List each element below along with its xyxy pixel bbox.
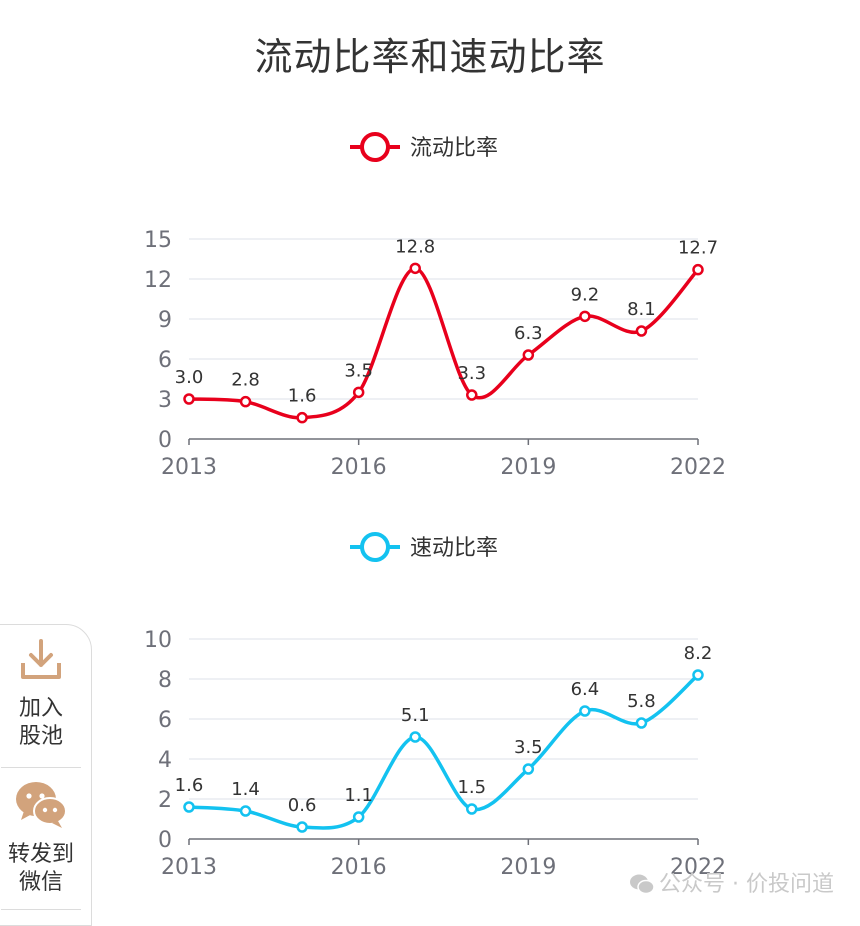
data-label: 0.6 — [288, 795, 317, 816]
data-point — [352, 386, 365, 399]
data-label: 1.6 — [175, 775, 204, 796]
data-label: 1.1 — [344, 785, 373, 806]
data-point — [409, 731, 421, 743]
data-point — [635, 325, 648, 337]
x-tick-label: 2022 — [670, 855, 726, 880]
data-label: 12.7 — [678, 238, 718, 259]
data-label: 3.0 — [175, 367, 204, 388]
data-point — [183, 393, 195, 405]
chart-title: 流动比率和速动比率 — [254, 35, 606, 79]
data-point — [239, 805, 252, 817]
y-tick-label: 6 — [158, 708, 172, 733]
wechat-watermark-icon — [630, 874, 655, 895]
data-label: 5.8 — [627, 691, 656, 712]
data-point — [522, 349, 535, 361]
y-tick-label: 0 — [158, 428, 172, 453]
share-label-2: 微信 — [18, 870, 63, 895]
data-point — [352, 811, 365, 823]
x-tick-label: 2013 — [161, 855, 217, 880]
data-label: 2.8 — [231, 370, 260, 391]
data-point — [239, 395, 252, 408]
y-tick-label: 2 — [158, 788, 172, 813]
data-point — [466, 803, 478, 815]
sidebar-divider — [1, 767, 81, 768]
y-tick-label: 6 — [158, 348, 172, 373]
data-point — [296, 411, 308, 424]
watermark: 公众号 · 价投问道 — [629, 866, 834, 898]
x-tick-label: 2022 — [670, 455, 726, 480]
data-point — [692, 263, 704, 276]
data-label: 1.6 — [288, 386, 317, 407]
sidebar-divider — [1, 909, 81, 910]
x-tick-label: 2019 — [500, 455, 556, 480]
data-label: 1.5 — [457, 777, 486, 798]
data-label: 9.2 — [571, 284, 600, 305]
data-point — [183, 801, 195, 813]
y-tick-label: 8 — [158, 668, 172, 693]
x-tick-label: 2016 — [331, 455, 387, 480]
x-tick-label: 2019 — [500, 855, 556, 880]
data-point — [692, 669, 704, 681]
y-tick-label: 9 — [158, 308, 172, 333]
add-pool-label-2: 股池 — [18, 724, 63, 749]
data-label: 5.1 — [401, 705, 430, 726]
data-point — [635, 717, 648, 729]
data-point — [579, 705, 591, 717]
data-label: 6.4 — [571, 679, 600, 700]
data-point — [296, 821, 308, 833]
data-label: 3.3 — [457, 363, 486, 384]
y-tick-label: 3 — [158, 388, 172, 413]
series-line — [188, 266, 700, 420]
data-label: 3.5 — [514, 737, 543, 758]
series-line — [188, 673, 700, 830]
data-label: 8.1 — [627, 299, 656, 320]
data-label: 3.5 — [344, 360, 373, 381]
wechat-icon — [16, 782, 67, 828]
data-point — [466, 389, 478, 401]
legend-label: 流动比率 — [410, 136, 498, 161]
share-label-1: 转发到 — [7, 842, 74, 867]
data-label: 12.8 — [395, 236, 435, 257]
watermark-text: 公众号 · 价投问道 — [659, 872, 834, 897]
add-pool-label-1: 加入 — [18, 696, 63, 721]
legend-label: 速动比率 — [410, 536, 498, 561]
y-tick-label: 15 — [144, 228, 172, 253]
legend-marker — [360, 132, 390, 162]
download-icon — [21, 639, 61, 679]
data-label: 8.2 — [684, 643, 713, 664]
data-label: 1.4 — [231, 779, 260, 800]
y-tick-label: 10 — [144, 628, 172, 653]
add-to-pool-button[interactable]: 加入 股池 — [1, 635, 81, 751]
data-label: 6.3 — [514, 323, 543, 344]
y-tick-label: 4 — [158, 748, 172, 773]
side-toolbar: 加入 股池 转发到 微信 — [0, 624, 92, 926]
data-point — [579, 310, 591, 323]
y-tick-label: 12 — [144, 268, 172, 293]
data-point — [522, 763, 535, 775]
x-tick-label: 2016 — [331, 855, 387, 880]
legend-marker — [360, 532, 390, 562]
x-tick-label: 2013 — [161, 455, 217, 480]
data-point — [409, 262, 421, 275]
y-tick-label: 0 — [158, 828, 172, 853]
share-to-wechat-button[interactable]: 转发到 微信 — [1, 775, 81, 897]
